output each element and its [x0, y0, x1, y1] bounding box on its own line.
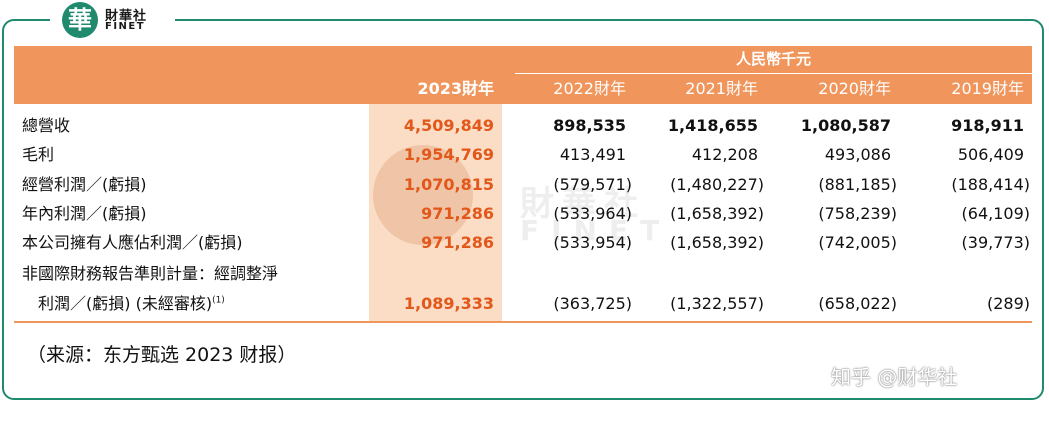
table-header [14, 46, 1032, 104]
unit-label: 人民幣千元 [735, 50, 811, 68]
cell-adjusted-net-profit-2023: 1,089,333 [403, 294, 494, 313]
cell-profit-attributable-2022: (533,954) [553, 233, 632, 252]
cell-profit-for-year-2022: (533,964) [553, 204, 632, 223]
row-label-profit-attributable: 本公司擁有人應佔利潤／(虧損) [22, 233, 243, 252]
finet-logo-icon: 華 [62, 2, 98, 38]
cell-total-revenue-2020: 1,080,587 [800, 116, 891, 135]
highlight-column-2023 [369, 104, 502, 321]
year-header-2019: 2019財年 [951, 79, 1024, 98]
row-label-operating-profit: 經營利潤／(虧損) [22, 175, 147, 194]
cell-total-revenue-2021: 1,418,655 [667, 116, 758, 135]
cell-gross-profit-2021: 412,208 [691, 145, 758, 164]
cell-profit-for-year-2019: (64,109) [961, 204, 1030, 223]
row-label-adjusted-net-profit-text: 利潤／(虧損) (未經審核) [38, 294, 213, 313]
cell-adjusted-net-profit-2019: (289) [986, 294, 1030, 313]
cell-operating-profit-2020: (881,185) [818, 175, 897, 194]
footnote-marker: (1) [212, 295, 225, 306]
cell-gross-profit-2023: 1,954,769 [403, 145, 494, 164]
cell-adjusted-net-profit-2022: (363,725) [553, 294, 632, 313]
watermark-sub: FINET [520, 214, 672, 247]
watermark-logo-icon [373, 145, 473, 245]
cell-operating-profit-2022: (579,571) [553, 175, 632, 194]
cell-gross-profit-2022: 413,491 [559, 145, 626, 164]
logo-name: 財華社 [105, 9, 148, 24]
cell-total-revenue-2022: 898,535 [553, 116, 626, 135]
cell-total-revenue-2019: 918,911 [951, 116, 1024, 135]
cell-total-revenue-2023: 4,509,849 [403, 116, 494, 135]
cell-adjusted-net-profit-2020: (658,022) [818, 294, 897, 313]
cell-gross-profit-2020: 493,086 [824, 145, 891, 164]
unit-divider [515, 73, 1032, 74]
watermark-text: 財華社 [520, 184, 646, 224]
logo-sub: FINET [105, 21, 146, 32]
row-label-non-ifrs-line1: 非國際財務報告準則計量：經調整淨 [22, 264, 279, 283]
cell-operating-profit-2019: (188,414) [951, 175, 1030, 194]
cell-gross-profit-2019: 506,409 [957, 145, 1024, 164]
cell-adjusted-net-profit-2021: (1,322,557) [670, 294, 764, 313]
cell-profit-attributable-2021: (1,658,392) [670, 233, 764, 252]
cell-profit-for-year-2023: 971,286 [421, 204, 494, 223]
cell-profit-attributable-2020: (742,005) [818, 233, 897, 252]
cell-profit-for-year-2021: (1,658,392) [670, 204, 764, 223]
cell-profit-for-year-2020: (758,239) [818, 204, 897, 223]
cell-operating-profit-2023: 1,070,815 [403, 175, 494, 194]
year-header-2022: 2022財年 [553, 79, 626, 98]
row-label-gross-profit: 毛利 [22, 145, 55, 164]
zhihu-watermark: 知乎 @财华社 [831, 365, 958, 389]
row-label-total-revenue: 總營收 [22, 116, 71, 135]
row-label-adjusted-net-profit: 利潤／(虧損) (未經審核)(1) [38, 290, 225, 318]
cell-operating-profit-2021: (1,480,227) [670, 175, 764, 194]
cell-profit-attributable-2019: (39,773) [961, 233, 1030, 252]
year-header-2021: 2021財年 [685, 79, 758, 98]
year-header-2020: 2020財年 [818, 79, 891, 98]
cell-profit-attributable-2023: 971,286 [421, 233, 494, 252]
source-note: （来源：东方甄选 2023 财报） [27, 344, 297, 366]
year-header-2023: 2023財年 [417, 79, 494, 98]
content-frame [2, 19, 1044, 400]
row-label-profit-for-year: 年內利潤／(虧損) [22, 204, 147, 223]
table-bottom-rule [14, 321, 1032, 323]
